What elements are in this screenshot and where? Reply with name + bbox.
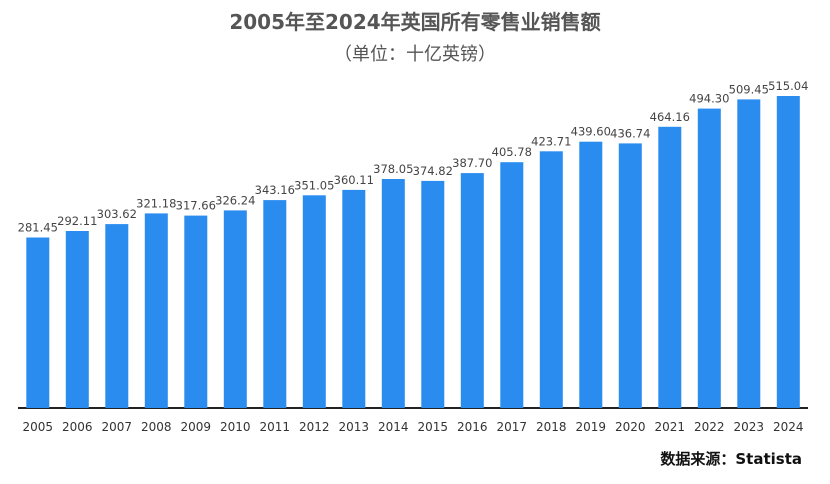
- bar-2009: [184, 215, 208, 408]
- x-tick-label-2005: 2005: [23, 420, 54, 434]
- bar-2021: [658, 126, 682, 409]
- x-tick-label-2018: 2018: [536, 420, 567, 434]
- x-tick-label-2014: 2014: [378, 420, 409, 434]
- bar-2023: [737, 99, 761, 409]
- value-label-2007: 303.62: [97, 207, 137, 221]
- x-tick-label-2015: 2015: [418, 420, 449, 434]
- x-tick-label-2013: 2013: [339, 420, 370, 434]
- chart-subtitle: （单位：十亿英镑）: [334, 44, 496, 65]
- x-tick-label-2022: 2022: [694, 420, 725, 434]
- x-tick-label-2017: 2017: [497, 420, 528, 434]
- value-label-2016: 387.70: [452, 156, 492, 170]
- bar-2005: [26, 237, 50, 408]
- source-note: 数据来源：Statista: [660, 450, 802, 468]
- value-label-2012: 351.05: [294, 178, 334, 192]
- x-tick-label-2016: 2016: [457, 420, 488, 434]
- value-label-2023: 509.45: [729, 82, 769, 96]
- bar-2013: [342, 189, 366, 408]
- bar-2012: [302, 195, 326, 408]
- value-label-2018: 423.71: [531, 134, 571, 148]
- x-tick-label-2011: 2011: [260, 420, 291, 434]
- x-tick-label-2021: 2021: [655, 420, 686, 434]
- bar-2017: [500, 162, 524, 408]
- chart-title: 2005年至2024年英国所有零售业销售额: [229, 10, 601, 34]
- value-label-2015: 374.82: [413, 164, 453, 178]
- bar-2008: [144, 213, 168, 408]
- bar-2018: [539, 151, 563, 409]
- x-tick-label-2009: 2009: [181, 420, 212, 434]
- bar-2014: [381, 179, 405, 408]
- value-label-2008: 321.18: [136, 196, 176, 210]
- bar-2024: [776, 96, 800, 408]
- x-tick-label-2010: 2010: [220, 420, 251, 434]
- bar-2011: [263, 200, 287, 408]
- x-tick-label-2007: 2007: [102, 420, 133, 434]
- bar-2019: [579, 141, 603, 408]
- value-label-2014: 378.05: [373, 162, 413, 176]
- value-label-2009: 317.66: [176, 199, 216, 213]
- x-tick-label-2008: 2008: [141, 420, 172, 434]
- value-label-2017: 405.78: [492, 145, 532, 159]
- bar-2020: [618, 143, 642, 408]
- bar-2015: [421, 180, 445, 408]
- value-label-2022: 494.30: [689, 92, 729, 106]
- x-tick-label-2006: 2006: [62, 420, 93, 434]
- value-label-2010: 326.24: [215, 193, 255, 207]
- x-tick-label-2023: 2023: [734, 420, 765, 434]
- value-label-2013: 360.11: [334, 173, 374, 187]
- value-label-2020: 436.74: [610, 126, 650, 140]
- x-tick-label-2019: 2019: [576, 420, 607, 434]
- x-tick-label-2020: 2020: [615, 420, 646, 434]
- value-label-2019: 439.60: [571, 125, 611, 139]
- bar-2007: [105, 224, 129, 408]
- value-label-2006: 292.11: [57, 214, 97, 228]
- x-tick-label-2012: 2012: [299, 420, 330, 434]
- x-tick-label-2024: 2024: [773, 420, 804, 434]
- bar-2016: [460, 173, 484, 408]
- bar-2022: [697, 108, 721, 408]
- bar-2010: [223, 210, 247, 408]
- bar-2006: [65, 231, 89, 408]
- value-label-2005: 281.45: [18, 221, 58, 235]
- value-label-2021: 464.16: [650, 110, 690, 124]
- value-label-2011: 343.16: [255, 183, 295, 197]
- value-label-2024: 515.04: [768, 79, 808, 93]
